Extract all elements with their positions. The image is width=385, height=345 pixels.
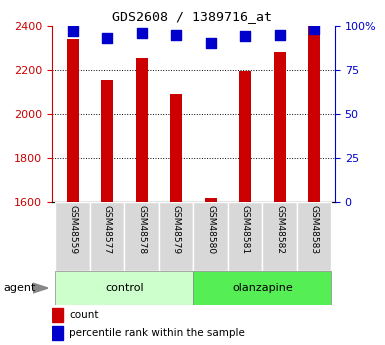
Bar — [170, 94, 182, 202]
Bar — [52, 326, 63, 340]
Text: GSM48579: GSM48579 — [172, 205, 181, 254]
Point — [104, 36, 110, 41]
Text: GSM48582: GSM48582 — [275, 205, 284, 254]
Bar — [90, 202, 124, 271]
Bar — [274, 52, 286, 202]
Text: count: count — [69, 310, 99, 320]
Bar — [124, 202, 159, 271]
Text: percentile rank within the sample: percentile rank within the sample — [69, 328, 245, 338]
Text: olanzapine: olanzapine — [232, 283, 293, 293]
Bar — [55, 202, 90, 271]
Point — [70, 28, 76, 34]
Point — [173, 32, 179, 38]
Text: GSM48580: GSM48580 — [206, 205, 215, 254]
Bar — [67, 39, 79, 202]
Polygon shape — [33, 283, 48, 293]
Text: GSM48577: GSM48577 — [103, 205, 112, 254]
Bar — [205, 198, 217, 202]
Text: GSM48559: GSM48559 — [68, 205, 77, 254]
Bar — [159, 202, 193, 271]
Bar — [136, 58, 148, 202]
Bar — [297, 202, 331, 271]
Text: GDS2608 / 1389716_at: GDS2608 / 1389716_at — [112, 10, 273, 23]
Point — [277, 32, 283, 38]
Bar — [308, 26, 320, 202]
Bar — [194, 271, 331, 305]
Text: agent: agent — [4, 283, 36, 293]
Point — [139, 30, 145, 36]
Text: GSM48581: GSM48581 — [241, 205, 250, 254]
Bar — [55, 271, 194, 305]
Bar — [239, 71, 251, 202]
Bar — [52, 308, 63, 322]
Bar — [263, 202, 297, 271]
Point — [208, 41, 214, 46]
Text: control: control — [105, 283, 144, 293]
Text: GSM48583: GSM48583 — [310, 205, 319, 254]
Text: GSM48578: GSM48578 — [137, 205, 146, 254]
Bar — [228, 202, 263, 271]
Bar — [194, 202, 228, 271]
Point — [311, 27, 317, 32]
Bar — [101, 80, 113, 202]
Point — [242, 34, 248, 39]
